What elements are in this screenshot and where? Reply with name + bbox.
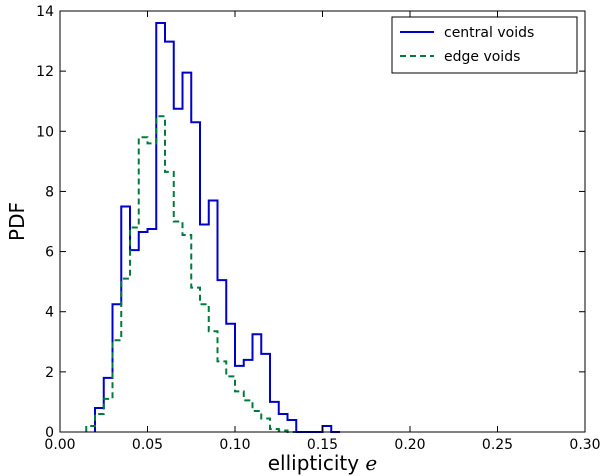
legend-box xyxy=(391,16,578,74)
x-tick-label: 0.00 xyxy=(44,437,75,453)
legend-label: central voids xyxy=(444,25,534,41)
y-axis-title: PDF xyxy=(5,202,29,241)
legend-label: edge voids xyxy=(444,49,520,65)
series-line-central-voids xyxy=(94,22,340,433)
series-line-edge-voids xyxy=(85,115,297,433)
legend: central voids edge voids xyxy=(391,16,578,74)
y-tick-label: 6 xyxy=(45,245,54,261)
x-tick-label: 0.30 xyxy=(569,437,600,453)
y-tick-label: 4 xyxy=(45,305,54,321)
plot-area xyxy=(85,22,340,433)
x-tick-label: 0.10 xyxy=(219,437,250,453)
y-tick-label: 10 xyxy=(36,124,54,140)
x-tick-label: 0.15 xyxy=(307,437,338,453)
y-tick-label: 14 xyxy=(36,4,54,20)
x-tick-label: 0.05 xyxy=(132,437,163,453)
y-tick-label: 8 xyxy=(45,184,54,200)
axes: 0.00 0.05 0.10 0.15 0.20 0.25 0.30 0 2 4 6 8 10 12 14 e… xyxy=(5,4,601,475)
y-tick-label: 2 xyxy=(45,365,54,381)
x-axis-title: ellipticity e xyxy=(268,451,378,475)
x-tick-label: 0.20 xyxy=(394,437,425,453)
y-tick-label: 12 xyxy=(36,64,54,80)
y-tick-label: 0 xyxy=(45,425,54,441)
x-tick-label: 0.25 xyxy=(482,437,513,453)
